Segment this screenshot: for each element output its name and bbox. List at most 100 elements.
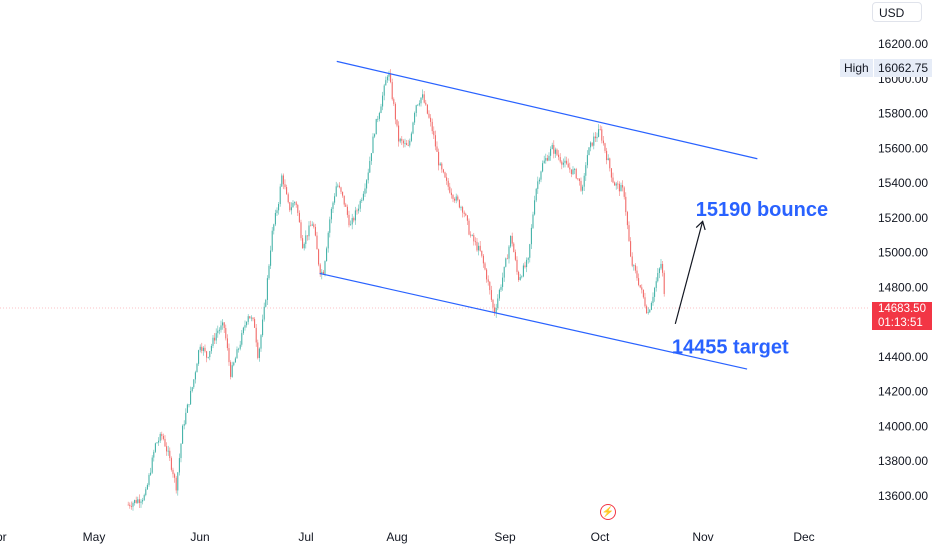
candle-body [602, 140, 604, 144]
candle-body [495, 307, 497, 314]
candle-body [182, 425, 184, 444]
candle-body [151, 457, 153, 473]
x-tick-label: May [83, 530, 106, 544]
flash-icon[interactable]: ⚡ [600, 504, 616, 520]
candle-body [481, 250, 483, 256]
candle-body [654, 287, 656, 297]
candle-body [418, 103, 420, 105]
candle-body [343, 195, 345, 205]
trend-channel[interactable] [319, 60, 758, 370]
candle-body [162, 435, 164, 439]
candle-body [159, 433, 161, 441]
candle-body [190, 391, 192, 405]
candle-body [374, 134, 376, 137]
candle-body [511, 235, 513, 244]
candle-body [209, 351, 211, 358]
candle-body [286, 187, 288, 195]
candle-body [393, 99, 395, 104]
candle-body [372, 136, 374, 154]
candle-body [383, 85, 385, 96]
candle-body [553, 145, 555, 154]
candle-body [305, 235, 307, 244]
candle-body [636, 270, 638, 279]
candle-body [234, 358, 236, 363]
candle-body [260, 335, 262, 349]
y-tick-label: 14000.00 [878, 419, 928, 433]
bar-countdown: 01:13:51 [878, 317, 923, 329]
candle-body [292, 202, 294, 208]
candle-body [254, 319, 256, 328]
candle-series [127, 69, 665, 511]
candle-body [634, 265, 636, 271]
candle-body [631, 256, 633, 266]
candle-body [276, 210, 278, 213]
candle-body [241, 333, 243, 345]
candle-body [210, 345, 212, 352]
candle-body [599, 129, 601, 130]
annotations: 15190 bounce 14455 target [672, 199, 828, 358]
candle-body [518, 271, 520, 280]
candle-body [642, 289, 644, 298]
candle-body [146, 484, 148, 490]
candle-body [226, 338, 228, 349]
candle-body [431, 121, 433, 132]
candle-body [442, 169, 444, 173]
candle-body [625, 196, 627, 213]
candle-body [601, 129, 603, 141]
candle-body [522, 265, 524, 277]
candle-body [479, 245, 481, 251]
currency-selector[interactable]: USD [872, 2, 922, 22]
candle-body [446, 177, 448, 181]
candle-body [298, 212, 300, 223]
candle-body [514, 252, 516, 260]
candle-body [158, 440, 160, 443]
candle-body [287, 194, 289, 203]
candle-body [143, 495, 145, 501]
candle-body [342, 191, 344, 196]
y-tick-label: 13600.00 [878, 489, 928, 503]
time-axis[interactable]: pr May Jun Jul Aug Sep Oct Nov Dec [0, 530, 815, 544]
candle-body [527, 257, 529, 260]
candle-body [148, 474, 150, 485]
annotation-label: 15190 bounce [696, 199, 828, 221]
candle-body [433, 131, 435, 136]
candle-body [340, 187, 342, 192]
candle-body [212, 337, 214, 346]
candle-body [370, 153, 372, 162]
candle-body [575, 169, 577, 179]
candle-body [567, 163, 569, 168]
candle-body [199, 346, 201, 351]
candle-body [449, 186, 451, 193]
candle-body [279, 186, 281, 204]
candle-body [220, 325, 222, 330]
candle-body [650, 302, 652, 310]
candle-body [617, 183, 619, 185]
candle-body [215, 333, 217, 341]
candle-body [425, 102, 427, 105]
candle-body [417, 104, 419, 106]
candle-body [359, 200, 361, 209]
candle-body [153, 451, 155, 458]
candle-body [356, 210, 358, 212]
candle-body [649, 309, 651, 313]
candle-body [233, 362, 235, 366]
candle-body [570, 169, 572, 175]
candle-body [663, 272, 665, 294]
candle-body [494, 307, 496, 314]
candle-body [586, 155, 588, 166]
candle-body [441, 163, 443, 170]
candle-body [396, 119, 398, 126]
candle-body [537, 181, 539, 189]
bounce-arrow[interactable] [674, 220, 706, 325]
candle-body [404, 143, 406, 144]
candle-body [420, 97, 422, 104]
candle-body [513, 243, 515, 253]
candle-body [166, 446, 168, 452]
candle-body [430, 117, 432, 122]
y-tick-label: 15400.00 [878, 176, 928, 190]
candle-body [530, 227, 532, 245]
candle-body [386, 76, 388, 81]
candle-body [274, 212, 276, 225]
candle-body [322, 271, 324, 275]
